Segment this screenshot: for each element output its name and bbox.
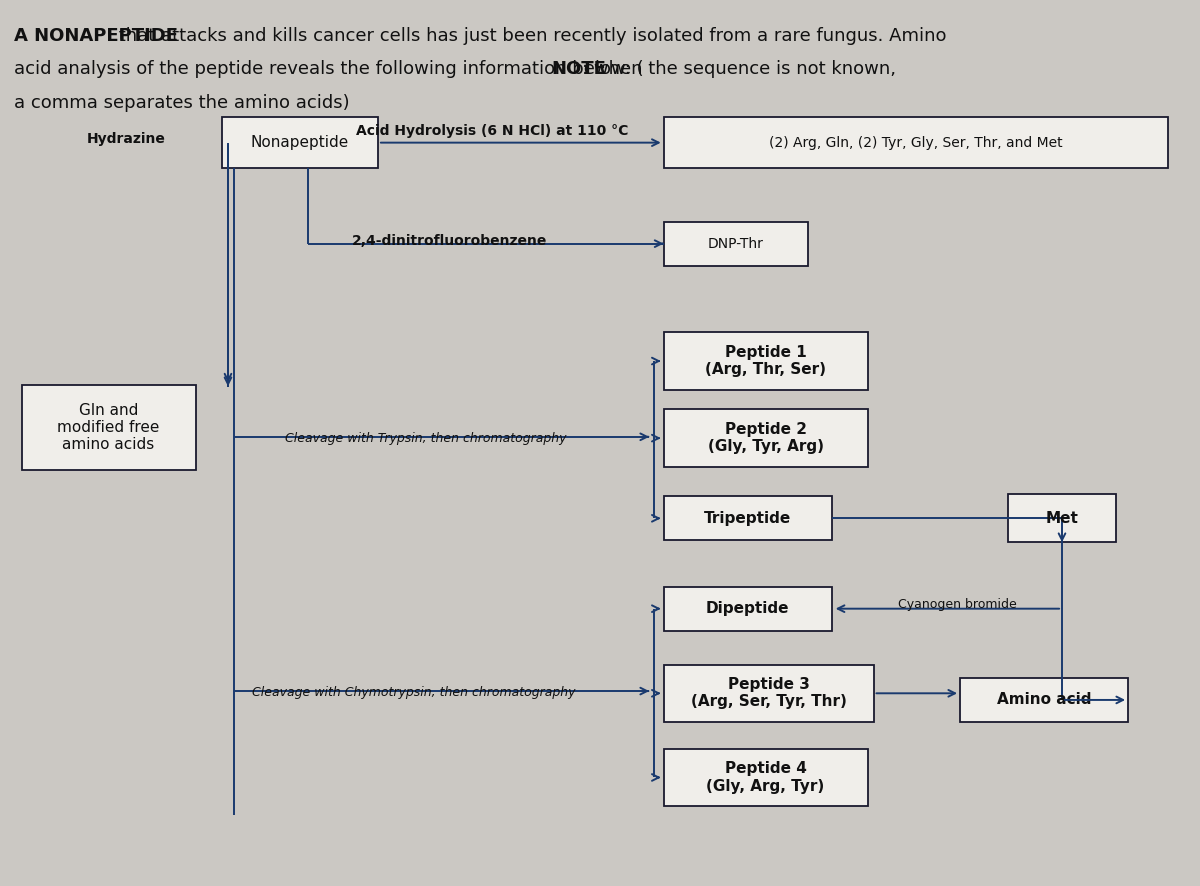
Text: Peptide 2
(Gly, Tyr, Arg): Peptide 2 (Gly, Tyr, Arg) — [708, 422, 823, 455]
Text: A NONAPEPTIDE: A NONAPEPTIDE — [14, 27, 179, 44]
Text: Nonapeptide: Nonapeptide — [251, 136, 349, 150]
Text: DNP-Thr: DNP-Thr — [708, 237, 763, 251]
FancyBboxPatch shape — [22, 385, 196, 470]
FancyBboxPatch shape — [664, 496, 832, 540]
Text: acid analysis of the peptide reveals the following information below: (: acid analysis of the peptide reveals the… — [14, 60, 644, 78]
Text: Met: Met — [1045, 511, 1079, 525]
Text: a comma separates the amino acids): a comma separates the amino acids) — [14, 94, 350, 112]
FancyBboxPatch shape — [222, 117, 378, 168]
FancyBboxPatch shape — [664, 222, 808, 266]
Text: (2) Arg, Gln, (2) Tyr, Gly, Ser, Thr, and Met: (2) Arg, Gln, (2) Tyr, Gly, Ser, Thr, an… — [769, 136, 1062, 150]
Text: Hydrazine: Hydrazine — [86, 132, 166, 146]
Text: Cleavage with Chymotrypsin, then chromatography: Cleavage with Chymotrypsin, then chromat… — [252, 687, 576, 699]
FancyBboxPatch shape — [664, 409, 868, 467]
Text: Amino acid: Amino acid — [997, 693, 1091, 707]
FancyBboxPatch shape — [664, 749, 868, 806]
FancyBboxPatch shape — [664, 332, 868, 390]
Text: Cleavage with Trypsin, then chromatography: Cleavage with Trypsin, then chromatograp… — [286, 432, 566, 445]
FancyBboxPatch shape — [664, 664, 874, 722]
FancyBboxPatch shape — [664, 117, 1168, 168]
Text: NOTE: NOTE — [552, 60, 606, 78]
Text: Tripeptide: Tripeptide — [704, 511, 791, 525]
FancyBboxPatch shape — [1008, 494, 1116, 542]
Text: Peptide 1
(Arg, Thr, Ser): Peptide 1 (Arg, Thr, Ser) — [706, 345, 826, 377]
Text: Gln and
modified free
amino acids: Gln and modified free amino acids — [58, 402, 160, 453]
Text: Acid Hydrolysis (6 N HCl) at 110 °C: Acid Hydrolysis (6 N HCl) at 110 °C — [356, 124, 628, 138]
Text: : when the sequence is not known,: : when the sequence is not known, — [582, 60, 896, 78]
Text: 2,4-dinitrofluorobenzene: 2,4-dinitrofluorobenzene — [353, 234, 547, 248]
Text: Dipeptide: Dipeptide — [706, 602, 790, 616]
Text: Peptide 3
(Arg, Ser, Tyr, Thr): Peptide 3 (Arg, Ser, Tyr, Thr) — [691, 677, 846, 710]
Text: Cyanogen bromide: Cyanogen bromide — [899, 598, 1016, 610]
FancyBboxPatch shape — [960, 678, 1128, 722]
FancyBboxPatch shape — [664, 587, 832, 631]
Text: that attacks and kills cancer cells has just been recently isolated from a rare : that attacks and kills cancer cells has … — [113, 27, 947, 44]
Text: Peptide 4
(Gly, Arg, Tyr): Peptide 4 (Gly, Arg, Tyr) — [707, 761, 824, 794]
